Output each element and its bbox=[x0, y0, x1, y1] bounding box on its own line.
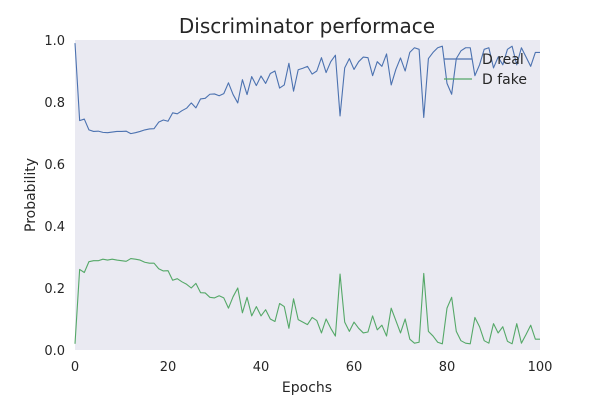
series-lines bbox=[74, 43, 540, 345]
y-axis-ticks: 0.0 0.2 0.4 0.6 0.8 1.0 bbox=[44, 34, 65, 359]
x-tick-label: 100 bbox=[528, 360, 553, 375]
plot-area bbox=[75, 40, 540, 350]
chart-title: Discriminator performace bbox=[179, 14, 435, 38]
x-tick-label: 40 bbox=[253, 360, 270, 375]
y-tick-label: 0.8 bbox=[44, 96, 65, 111]
x-tick-label: 20 bbox=[160, 360, 177, 375]
y-tick-label: 0.0 bbox=[44, 344, 65, 359]
series-line-d-real bbox=[74, 43, 540, 135]
x-tick-label: 80 bbox=[439, 360, 456, 375]
y-tick-label: 0.2 bbox=[44, 282, 65, 297]
x-axis-ticks: 0 20 40 60 80 100 bbox=[71, 360, 553, 375]
y-tick-label: 1.0 bbox=[44, 34, 65, 49]
x-axis-label: Epochs bbox=[282, 380, 332, 396]
y-tick-label: 0.6 bbox=[44, 158, 65, 173]
y-axis-label: Probability bbox=[23, 158, 39, 232]
x-tick-label: 60 bbox=[346, 360, 363, 375]
legend-label-d-fake: D fake bbox=[482, 72, 527, 88]
x-tick-label: 0 bbox=[71, 360, 79, 375]
series-line-d-fake bbox=[74, 257, 540, 345]
y-tick-label: 0.4 bbox=[44, 220, 65, 235]
legend: D real D fake bbox=[444, 52, 527, 88]
legend-label-d-real: D real bbox=[482, 52, 524, 68]
